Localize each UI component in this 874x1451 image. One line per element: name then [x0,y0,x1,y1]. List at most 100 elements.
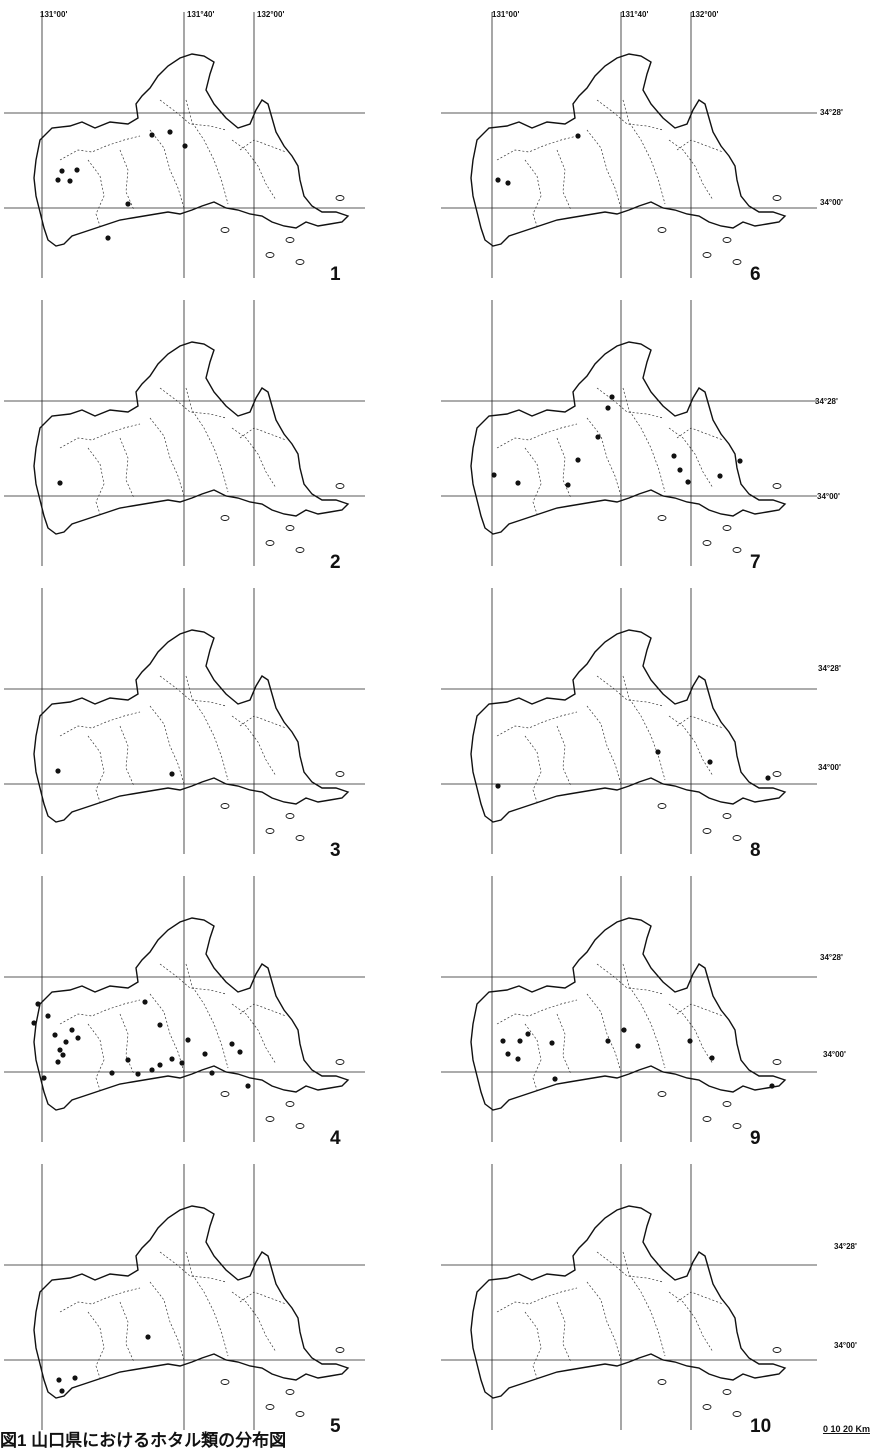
record-dot [202,1051,208,1057]
island [702,1116,712,1122]
record-dot [565,482,571,488]
district-boundary [676,427,724,441]
prefecture-outline [33,917,350,1111]
island [772,483,782,489]
record-dot [717,473,723,479]
district-boundary [524,1311,542,1379]
island [220,227,230,233]
panel-number: 7 [750,552,761,573]
record-dot [765,775,771,781]
island [295,1411,305,1417]
island [220,1379,230,1385]
district-boundary [496,711,578,737]
map-svg [4,588,365,854]
graticule [441,1164,817,1430]
district-boundary [668,715,714,777]
map-svg [4,12,365,278]
island [772,1347,782,1353]
district-boundary [524,447,542,515]
record-dot [621,1027,627,1033]
record-dot [169,1056,175,1062]
island [657,1091,667,1097]
map-svg [441,300,817,566]
record-dot [635,1043,641,1049]
island [335,483,345,489]
district-boundary [622,99,666,205]
map-svg [441,12,817,278]
longitude-label-131-40: 131°40' [187,10,215,19]
record-dot [45,1013,51,1019]
island [657,1379,667,1385]
record-dot [605,405,611,411]
island [265,540,275,546]
island [732,1411,742,1417]
district-boundary [87,735,105,803]
graticule [4,588,365,854]
record-dot [75,1035,81,1041]
prefecture-outline [470,629,787,823]
longitude-label-132-00-right: 132°00' [691,10,719,19]
map-svg [441,1164,817,1430]
graticule [441,12,817,278]
district-boundary [496,135,578,161]
district-boundary [596,99,664,131]
latitude-label-34-28-p10: 34°28' [834,1242,857,1251]
island [295,259,305,265]
island [335,1059,345,1065]
district-boundary [622,387,666,493]
map-svg [4,876,365,1142]
map-panel-8: 8 [437,576,874,864]
graticule [441,300,817,566]
scale-bar-label: 0 10 20 Km [822,1424,870,1434]
island [722,525,732,531]
prefecture-outline [33,341,350,535]
record-dot [149,1067,155,1073]
island [772,771,782,777]
district-boundary [59,711,141,737]
record-dot [491,472,497,478]
map-panel-5: 5 [0,1152,437,1440]
record-dot [52,1032,58,1038]
district-boundary [676,715,724,729]
prefecture-outline [33,1205,350,1399]
record-dot [500,1038,506,1044]
island [265,252,275,258]
graticule [4,876,365,1142]
map-panel-9: 9 [437,864,874,1152]
district-boundary [149,993,185,1073]
district-boundary [668,1291,714,1353]
district-boundary [87,159,105,227]
latitude-label-34-00-p9: 34°00' [823,1050,846,1059]
record-dot [57,480,63,486]
latitude-label-34-00-p8: 34°00' [818,763,841,772]
record-dot [60,1052,66,1058]
district-boundary [524,735,542,803]
district-boundary [87,1023,105,1091]
district-boundary [596,1251,664,1283]
district-boundary [185,99,229,205]
map-svg [441,876,817,1142]
district-boundary [239,1291,287,1305]
longitude-label-131-00-right: 131°00' [492,10,520,19]
record-dot [605,1038,611,1044]
record-dot [167,129,173,135]
district-boundary [668,1003,714,1065]
district-boundary [586,993,622,1073]
record-dot [74,167,80,173]
island [285,1101,295,1107]
prefecture-outline [33,629,350,823]
island [722,1389,732,1395]
island [295,1123,305,1129]
latitude-label-34-00-p7: 34°00' [817,492,840,501]
record-dot [149,132,155,138]
longitude-label-132-00: 132°00' [257,10,285,19]
panel-number: 10 [750,1416,772,1437]
record-dot [677,467,683,473]
district-boundary [239,139,287,153]
graticule [441,588,817,854]
district-boundary [59,423,141,449]
graticule [4,1164,365,1430]
panel-number: 8 [750,840,761,861]
record-dot [145,1334,151,1340]
